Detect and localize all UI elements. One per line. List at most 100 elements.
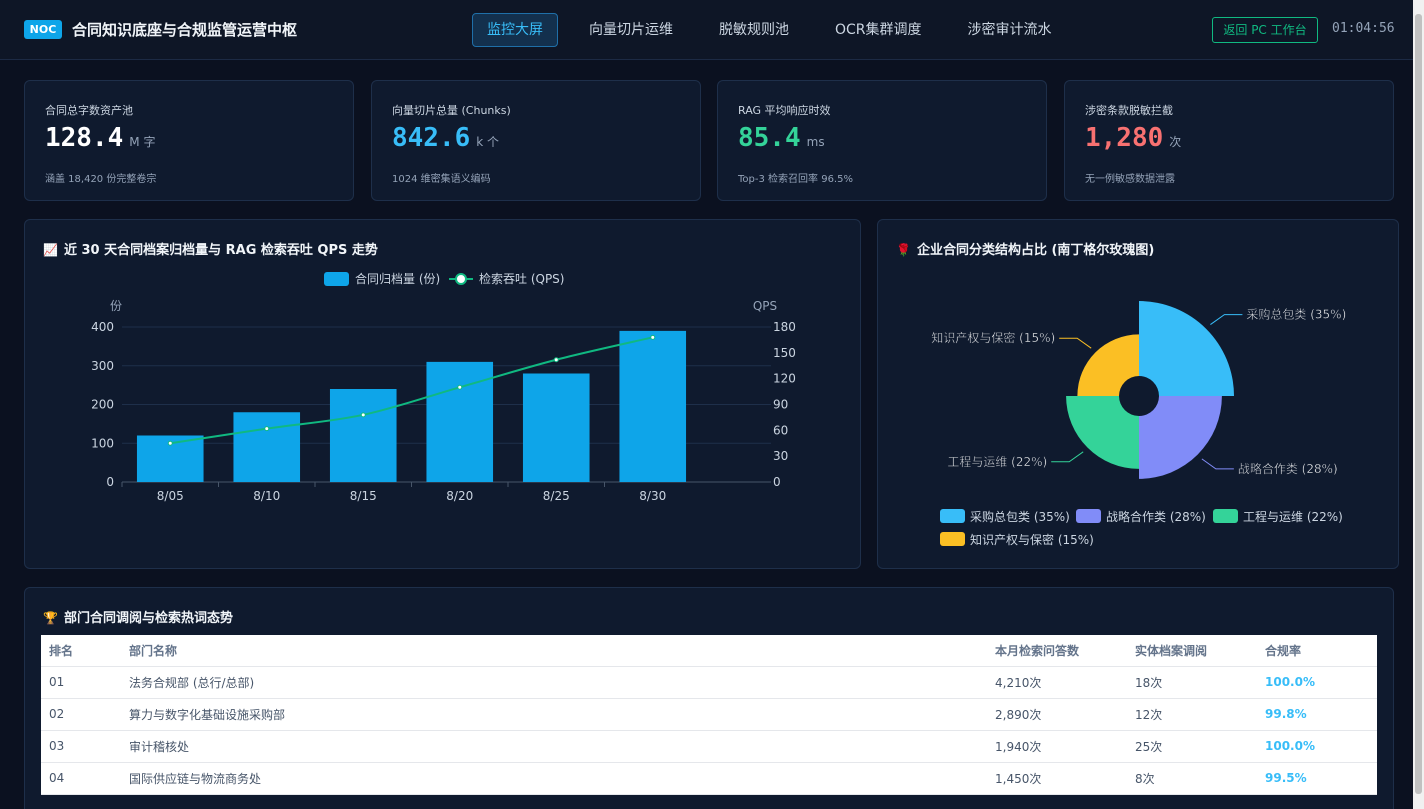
rose-leader-line [1051, 451, 1084, 463]
qps-point [167, 440, 173, 446]
y-tick-left: 400 [91, 320, 114, 334]
kpi-value: 1,280 [1085, 123, 1164, 153]
legend-swatch [940, 509, 965, 523]
y-tick-left: 0 [106, 475, 114, 489]
bar [329, 389, 397, 482]
dept-table-panel: 🏆 部门合同调阅与检索热词态势 排名 部门名称 本月检索问答数 实体档案调阅 合规… [24, 587, 1394, 809]
kpi-label: RAG 平均响应时效 [738, 104, 831, 117]
qps-point [553, 357, 559, 363]
dept-cell: 法务合规部 (总行/总部) [121, 666, 987, 699]
col-dept[interactable]: 部门名称 [121, 635, 987, 667]
queries-cell: 1,450次 [987, 762, 1127, 795]
qps-point [264, 426, 270, 432]
y-axis-left-name: 份 [110, 299, 122, 313]
kpi-label: 合同总字数资产池 [45, 104, 133, 117]
kpi-card-word-pool: 合同总字数资产池 128.4 M 字 涵盖 18,420 份完整卷宗 [24, 80, 354, 201]
compliance-cell: 100.0% [1257, 730, 1377, 763]
table-row[interactable]: 03 审计稽核处 1,940次 25次 100.0% [41, 730, 1377, 763]
x-tick-label: 8/25 [543, 489, 570, 503]
bar [426, 361, 494, 482]
y-tick-right: 30 [773, 449, 788, 463]
table-row[interactable]: 02 算力与数字化基础设施采购部 2,890次 12次 99.8% [41, 698, 1377, 731]
legend-label: 工程与运维 (22%) [1243, 509, 1343, 524]
dept-cell: 国际供应链与物流商务处 [121, 762, 987, 795]
rose-leader-line [1201, 458, 1234, 470]
trend-chart-title: 📈 近 30 天合同档案归档量与 RAG 检索吞吐 QPS 走势 [43, 239, 378, 258]
kpi-value: 128.4 [45, 123, 124, 153]
chart-legend[interactable]: 合同归档量 (份) 检索吞吐 (QPS) [324, 271, 564, 286]
rose-leader-line [1210, 314, 1243, 325]
rose-slice-label: 战略合作类 (28%) [1238, 461, 1338, 476]
rose-slice [1139, 396, 1222, 479]
col-archive-access[interactable]: 实体档案调阅 [1127, 635, 1257, 667]
rose-chart-title: 🌹 企业合同分类结构占比 (南丁格尔玫瑰图) [896, 239, 1154, 258]
archive-cell: 25次 [1127, 730, 1257, 763]
bar [522, 373, 590, 482]
rose-slice [1066, 396, 1139, 469]
legend-swatch [1076, 509, 1101, 523]
kpi-label: 涉密条款脱敏拦截 [1085, 104, 1173, 117]
rose-slice-label: 知识产权与保密 (15%) [931, 330, 1055, 345]
table-header-row: 排名 部门名称 本月检索问答数 实体档案调阅 合规率 [41, 635, 1377, 667]
legend-label: 采购总包类 (35%) [970, 509, 1070, 524]
rose-slice [1139, 301, 1234, 396]
chart-trend-icon: 📈 [43, 243, 58, 257]
rank-cell: 04 [41, 762, 121, 795]
top-header: NOC 合同知识底座与合规监管运营中枢 监控大屏 向量切片运维 脱敏规则池 OC… [0, 0, 1413, 60]
qps-point [360, 412, 366, 418]
bar [619, 330, 687, 482]
table-row[interactable]: 04 国际供应链与物流商务处 1,450次 8次 99.5% [41, 762, 1377, 795]
col-rank[interactable]: 排名 [41, 635, 121, 667]
rank-cell: 02 [41, 698, 121, 731]
kpi-unit: 次 [1169, 135, 1182, 149]
col-compliance[interactable]: 合规率 [1257, 635, 1377, 667]
y-tick-right: 0 [773, 475, 781, 489]
rose-chart-panel: 🌹 企业合同分类结构占比 (南丁格尔玫瑰图) 采购总包类 (35%) 战略合作类 (… [877, 219, 1399, 569]
legend-label: 战略合作类 (28%) [1106, 509, 1206, 524]
x-tick-label: 8/20 [446, 489, 473, 503]
compliance-cell: 99.5% [1257, 762, 1377, 795]
back-to-pc-button[interactable]: 返回 PC 工作台 [1212, 17, 1318, 43]
chart-legend[interactable]: 采购总包类 (35%) 战略合作类 (28%) 工程与运维 (22%) 知识产权与保密… [940, 509, 1343, 547]
rose-leader-line [1059, 337, 1092, 349]
kpi-note: Top-3 检索召回率 96.5% [738, 174, 853, 185]
y-tick-right: 90 [773, 398, 788, 412]
queries-cell: 1,940次 [987, 730, 1127, 763]
page-scrollbar[interactable] [1413, 0, 1424, 809]
y-tick-left: 200 [91, 398, 114, 412]
clock: 01:04:56 [1332, 21, 1395, 36]
rank-cell: 01 [41, 666, 121, 699]
kpi-card-vector-chunks: 向量切片总量 (Chunks) 842.6 k 个 1024 维密集语义编码 [371, 80, 701, 201]
trend-chart: 合同归档量 (份) 检索吞吐 (QPS) 份 QPS 0 100 200 300 400 0 30… [91, 271, 796, 503]
queries-cell: 4,210次 [987, 666, 1127, 699]
qps-point [457, 384, 463, 390]
bar [233, 412, 301, 482]
tab-vector-chunk-ops[interactable]: 向量切片运维 [589, 22, 673, 38]
chart-axes: 份 QPS 0 100 200 300 400 0 30 60 90 120 150 180 8/05 8/1… [91, 299, 796, 503]
line-series [167, 334, 656, 446]
tab-monitor-screen[interactable]: 监控大屏 [472, 13, 558, 47]
legend-swatch [940, 532, 965, 546]
tab-desensitize-rules[interactable]: 脱敏规则池 [719, 22, 789, 38]
kpi-note: 无一例敏感数据泄露 [1085, 174, 1175, 185]
bar-series [136, 330, 687, 482]
table-row[interactable]: 01 法务合规部 (总行/总部) 4,210次 18次 100.0% [41, 666, 1377, 699]
trend-chart-title-text: 近 30 天合同档案归档量与 RAG 检索吞吐 QPS 走势 [63, 243, 378, 258]
rose-icon: 🌹 [896, 243, 911, 257]
rose-labels: 采购总包类 (35%) 战略合作类 (28%) 工程与运维 (22%) 知识产权与保密… [931, 306, 1346, 476]
y-tick-right: 180 [773, 320, 796, 334]
app-title: 合同知识底座与合规监管运营中枢 [72, 21, 298, 39]
scrollbar-thumb[interactable] [1415, 14, 1422, 794]
tab-confidential-audit[interactable]: 涉密审计流水 [967, 22, 1052, 38]
y-tick-right: 120 [773, 372, 796, 386]
dept-table: 排名 部门名称 本月检索问答数 实体档案调阅 合规率 01 法务合规部 (总行/… [41, 635, 1377, 795]
kpi-unit: ms [806, 135, 825, 149]
dept-cell: 算力与数字化基础设施采购部 [121, 698, 987, 731]
kpi-note: 涵盖 18,420 份完整卷宗 [45, 174, 157, 185]
rank-cell: 03 [41, 730, 121, 763]
col-queries[interactable]: 本月检索问答数 [987, 635, 1127, 667]
rose-chart-title-text: 企业合同分类结构占比 (南丁格尔玫瑰图) [916, 243, 1155, 258]
qps-point [650, 334, 656, 340]
y-tick-left: 300 [91, 359, 114, 373]
tab-ocr-cluster[interactable]: OCR集群调度 [835, 22, 922, 38]
